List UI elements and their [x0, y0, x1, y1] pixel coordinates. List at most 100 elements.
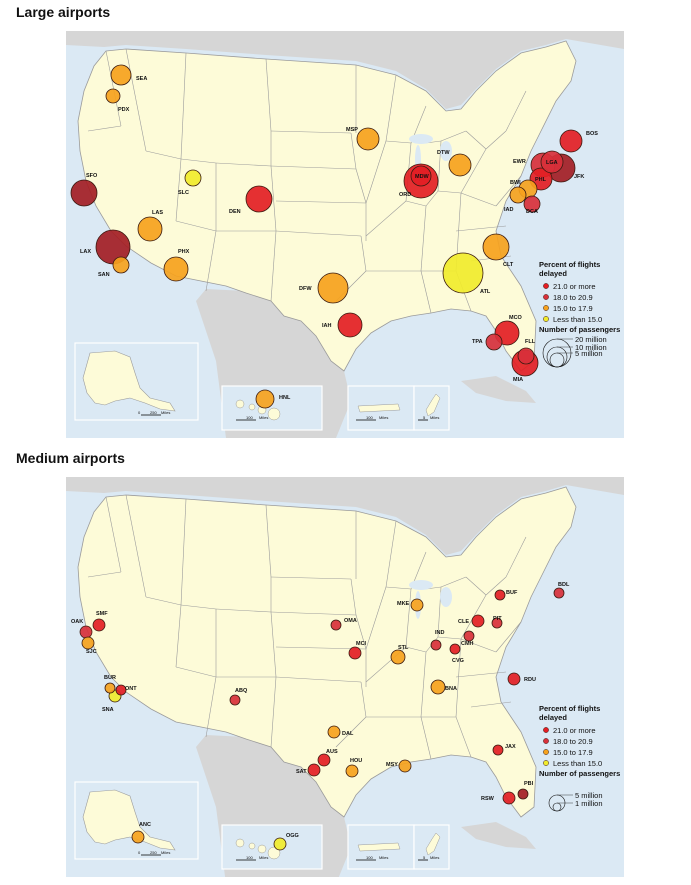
airport-marker-phx: [163, 256, 189, 282]
state-border: [460, 148, 487, 194]
airport-marker-ind: [430, 639, 442, 651]
legend-swatch: [543, 305, 549, 311]
airport-label-lga: LGA: [546, 160, 558, 166]
airport-label-sna: SNA: [102, 707, 114, 713]
state-border: [420, 716, 432, 760]
airport-label-ind: IND: [435, 630, 445, 636]
airport-marker-dal: [327, 725, 341, 739]
state-border: [465, 576, 487, 596]
state-border: [455, 638, 462, 718]
airport-marker-cmh: [463, 630, 475, 642]
airport-marker-san: [112, 256, 130, 274]
airport-label-bur: BUR: [104, 675, 116, 681]
legend-swatch: [543, 316, 549, 322]
state-border: [385, 74, 397, 142]
legend-title-line: Percent of flights: [539, 260, 600, 269]
airport-label-ord: ORD: [399, 192, 411, 198]
airport-marker-cle: [471, 614, 485, 628]
state-border: [365, 586, 387, 650]
scale-label: 100: [366, 855, 373, 860]
state-border: [275, 230, 362, 237]
airport-marker-rdu: [507, 672, 521, 686]
state-border: [495, 621, 522, 653]
airport-marker-las: [137, 216, 163, 242]
airport-marker-cvg: [449, 643, 461, 655]
scale-label: 5: [423, 855, 426, 860]
airport-marker-bur: [104, 682, 116, 694]
state-border: [180, 604, 217, 610]
state-border: [405, 588, 412, 648]
legend-swatch: [543, 738, 549, 744]
scale-label: Miles: [259, 855, 268, 860]
airport-marker-aus: [317, 753, 331, 767]
state-border: [275, 200, 367, 204]
state-border: [437, 190, 462, 194]
state-border: [360, 681, 367, 718]
state-border: [385, 520, 397, 588]
airport-label-ogg: OGG: [286, 833, 299, 839]
state-border: [505, 90, 527, 132]
legend-category: 15.0 to 17.9: [553, 748, 593, 757]
airport-marker-slc: [184, 169, 202, 187]
airport-label-mci: MCI: [356, 641, 367, 647]
airport-label-phl: PHL: [535, 177, 547, 183]
state-border: [175, 158, 182, 222]
state-border: [125, 494, 147, 598]
lake-superior: [409, 134, 433, 144]
cuba-land: [461, 376, 536, 403]
hawaii-inset: [221, 385, 323, 431]
state-border: [485, 576, 507, 596]
airport-label-dca: DCA: [526, 209, 538, 215]
legend-category: 15.0 to 17.9: [553, 304, 593, 313]
state-border: [350, 132, 357, 170]
airport-marker-sjc: [81, 636, 95, 650]
state-border: [495, 175, 522, 207]
state-border: [465, 130, 487, 150]
airport-label-pdx: PDX: [118, 107, 130, 113]
state-border: [440, 576, 467, 588]
puerto-rico-land: [357, 842, 401, 852]
state-border: [215, 162, 272, 167]
airport-label-mdw: MDW: [415, 174, 430, 180]
scale-label: 250: [150, 410, 157, 415]
airport-label-san: SAN: [98, 272, 110, 278]
state-border: [270, 165, 357, 170]
scale-label: Miles: [430, 855, 439, 860]
state-border: [180, 498, 187, 606]
guam-inset: [413, 824, 450, 870]
state-border: [460, 638, 497, 653]
airport-marker-bos: [559, 129, 583, 153]
airport-marker-stl: [390, 649, 406, 665]
state-border: [105, 496, 122, 573]
scale-label: 100: [246, 855, 253, 860]
legend-swatch: [543, 760, 549, 766]
legend-category: Less than 15.0: [553, 759, 602, 768]
airport-label-cle: CLE: [458, 619, 469, 625]
airport-label-bna: BNA: [445, 686, 457, 692]
legend-swatch: [543, 283, 549, 289]
state-border: [270, 576, 352, 580]
legend-title-line: delayed: [539, 713, 567, 722]
state-border: [335, 716, 367, 748]
airport-label-las: LAS: [152, 210, 163, 216]
state-border: [105, 50, 122, 127]
airport-marker-pbi: [517, 788, 529, 800]
medium-airports-title: Medium airports: [16, 450, 125, 466]
airport-marker-jax: [492, 744, 504, 756]
airport-label-rdu: RDU: [524, 677, 536, 683]
scale-label: 0: [138, 850, 141, 855]
airport-label-smf: SMF: [96, 611, 108, 617]
airport-marker-abq: [229, 694, 241, 706]
airport-marker-sea: [110, 64, 132, 86]
airport-label-dtw: DTW: [437, 150, 450, 156]
airport-marker-mke: [410, 598, 424, 612]
state-border: [505, 536, 527, 578]
airport-marker-sfo: [70, 179, 98, 207]
state-border: [265, 58, 272, 132]
state-border: [270, 165, 277, 232]
airport-label-bdl: BDL: [558, 582, 570, 588]
airport-label-ont: ONT: [125, 686, 137, 692]
state-border: [437, 636, 462, 640]
legend-category: 21.0 or more: [553, 282, 596, 291]
legend-size-title: Number of passengers: [539, 769, 620, 778]
